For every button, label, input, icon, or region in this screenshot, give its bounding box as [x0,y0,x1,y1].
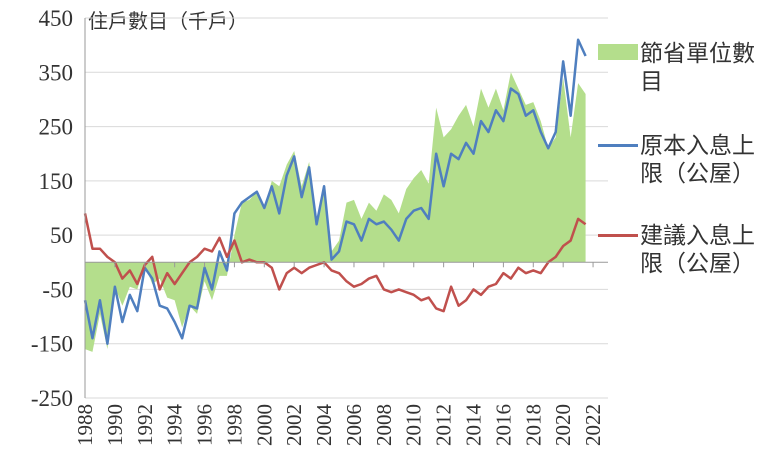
x-tick-label: 2002 [282,404,306,446]
x-tick-label: 1992 [133,404,157,446]
y-tick-label: 250 [39,115,74,140]
area [85,72,586,352]
x-tick-label: 1996 [193,404,217,446]
legend-label: 原本入息上限（公屋） [640,133,755,186]
x-tick-label: 2014 [462,404,486,447]
x-tick-label: 1988 [73,404,97,446]
x-tick-label: 2022 [581,404,605,446]
x-tick-label: 2020 [551,404,575,446]
x-tick-label: 2000 [252,404,276,446]
x-tick-label: 2012 [432,404,456,446]
legend-swatch [598,44,638,60]
y-tick-label: 50 [50,223,73,248]
x-tick-label: 2010 [402,404,426,446]
x-tick-label: 2018 [521,404,545,446]
x-tick-label: 1990 [103,404,127,446]
legend-swatch [598,234,638,237]
y-tick-label: 150 [39,169,74,194]
y-axis-label: 住戶數目（千戶） [88,10,248,33]
legend-swatch [598,144,638,147]
y-tick-label: 450 [39,6,74,31]
y-tick-label: -50 [42,277,73,302]
x-tick-label: 2016 [491,404,515,446]
line [83,213,587,313]
x-tick-label: 1998 [222,404,246,446]
x-tick-label: 2008 [372,404,396,446]
y-tick-label: 350 [39,60,74,85]
data [83,38,587,352]
x-tick-label: 2006 [342,404,366,446]
y-tick-label: -150 [31,332,73,357]
line [83,38,587,345]
legend-label: 建議入息上限（公屋） [640,223,755,276]
legend-label: 節省單位數目 [640,41,755,94]
x-tick-label: 1994 [163,404,187,447]
x-tick-label: 2004 [312,404,336,447]
y-tick-label: -250 [31,386,73,411]
